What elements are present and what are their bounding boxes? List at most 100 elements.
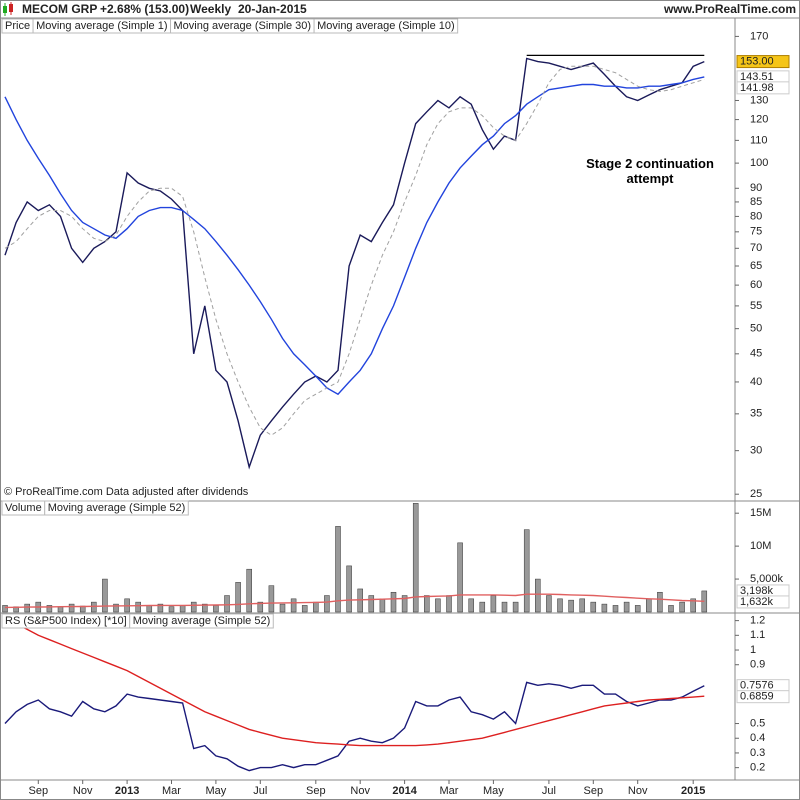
y-tick-label: 110 <box>750 134 768 146</box>
series-line <box>4 65 705 436</box>
bar <box>190 601 197 613</box>
bar <box>501 601 508 613</box>
y-tick-label: 0.5 <box>750 717 765 729</box>
x-tick-label: Nov <box>350 785 370 797</box>
y-tick-label: 60 <box>750 279 762 291</box>
bar <box>468 598 474 613</box>
y-tick-label: 1.2 <box>750 615 765 627</box>
y-tick-label: 0.3 <box>750 747 765 759</box>
y-tick-label: 0.9 <box>750 659 765 671</box>
bar <box>57 606 64 613</box>
bar <box>235 582 241 613</box>
panel-label: Price <box>5 20 30 32</box>
series-line <box>4 57 705 470</box>
y-tick-label: 70 <box>750 242 762 254</box>
y-tick-label: 100 <box>750 157 768 169</box>
bar <box>379 598 386 613</box>
bar <box>157 603 164 613</box>
period: Weekly <box>190 2 231 16</box>
bar <box>412 503 419 613</box>
y-tick-label: 130 <box>750 94 768 106</box>
y-tick-label: 0.4 <box>750 732 765 744</box>
bar <box>446 595 452 613</box>
footnote: © ProRealTime.com Data adjusted after di… <box>4 486 249 498</box>
bar <box>301 605 308 613</box>
bar <box>401 595 408 613</box>
legend-entry: Moving average (Simple 52) <box>48 502 186 514</box>
legend-box <box>313 18 459 34</box>
x-tick-label: 2014 <box>392 785 417 797</box>
x-tick-label: 2015 <box>681 785 705 797</box>
y-tick-label: 1.1 <box>750 629 765 641</box>
legend-box <box>129 613 274 629</box>
last-value-label: 3,198k <box>740 585 774 597</box>
y-tick-label: 90 <box>750 182 762 194</box>
y-tick-label: 30 <box>750 445 762 457</box>
bar <box>568 599 574 613</box>
y-tick-label: 55 <box>750 300 762 312</box>
bar <box>457 542 463 613</box>
y-tick-label: 25 <box>750 488 762 500</box>
last-value-label: 143.51 <box>740 71 774 83</box>
price-change: +2.68% (153.00) <box>100 2 189 16</box>
bar <box>424 595 430 613</box>
bar <box>135 601 141 613</box>
bar <box>646 598 652 613</box>
bar <box>368 595 375 613</box>
bar <box>346 565 352 613</box>
legend-entry: RS (S&P500 Index) [*10] <box>5 615 127 627</box>
bar <box>146 605 153 613</box>
last-value-label: 0.7576 <box>740 680 774 692</box>
y-tick-label: 15M <box>750 507 771 519</box>
bar <box>102 578 108 613</box>
y-tick-label: 5,000k <box>750 573 784 585</box>
bar <box>202 603 208 613</box>
bar <box>435 598 441 613</box>
bar <box>224 595 230 613</box>
bar <box>257 601 264 613</box>
bar <box>279 603 286 613</box>
y-tick-label: 120 <box>750 113 768 125</box>
bar <box>557 598 563 613</box>
legend-entry: Moving average (Simple 52) <box>133 615 271 627</box>
bar <box>634 605 641 613</box>
bar <box>623 601 630 613</box>
bar <box>324 595 330 613</box>
annotation: Stage 2 continuation attempt <box>586 156 714 186</box>
y-tick-label: 35 <box>750 408 762 420</box>
bar <box>690 598 696 613</box>
bar <box>390 591 397 613</box>
x-tick-label: Mar <box>440 785 459 797</box>
bar <box>579 598 585 613</box>
bar <box>546 595 552 613</box>
bar <box>313 601 319 613</box>
legend-entry: Moving average (Simple 1) <box>36 20 167 32</box>
y-tick-label: 75 <box>750 226 762 238</box>
bar <box>213 605 219 613</box>
last-value-box <box>736 595 790 609</box>
last-value-label: 153.00 <box>740 55 774 67</box>
bar <box>512 601 519 613</box>
bar <box>601 603 608 613</box>
bar <box>290 598 297 613</box>
y-tick-label: 50 <box>750 323 762 335</box>
legend-entry: Moving average (Simple 30) <box>174 20 312 32</box>
legend-box <box>44 500 189 516</box>
last-value-box <box>736 55 790 69</box>
bar <box>91 601 97 613</box>
bar <box>24 603 30 613</box>
bar <box>168 606 175 613</box>
x-tick-label: 2013 <box>115 785 139 797</box>
y-tick-label: 170 <box>750 30 768 42</box>
y-tick-label: 0.2 <box>750 762 765 774</box>
bar <box>612 605 619 613</box>
x-tick-label: Jul <box>253 785 267 797</box>
y-tick-label: 80 <box>750 210 762 222</box>
x-tick-label: Nov <box>73 785 93 797</box>
bar <box>657 591 663 613</box>
x-tick-label: Jul <box>542 785 556 797</box>
bar <box>246 568 252 613</box>
x-tick-label: May <box>206 785 227 797</box>
series-line <box>4 617 705 747</box>
